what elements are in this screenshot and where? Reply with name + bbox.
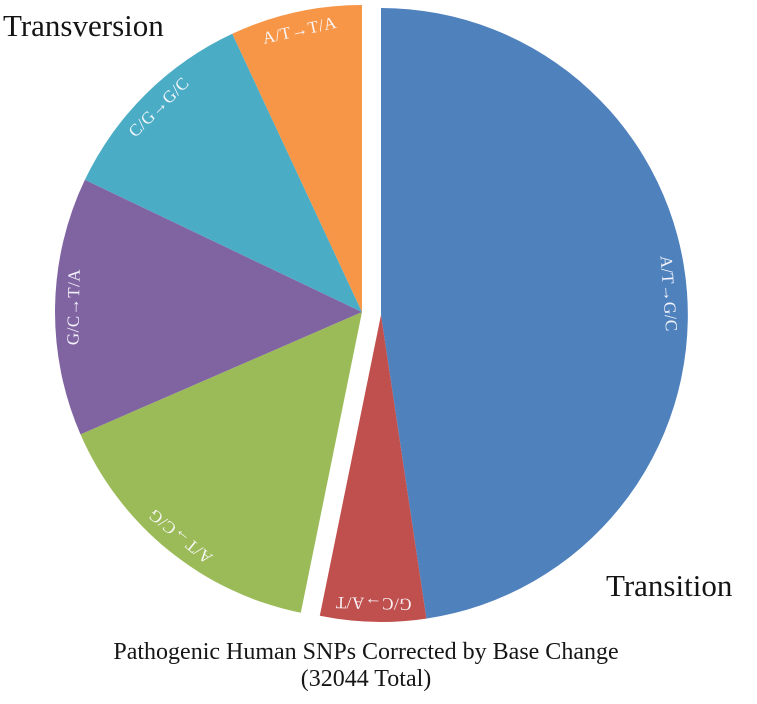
pie-slice-at-gc <box>381 8 688 619</box>
pie-slice-label-gc-at: G/C→A/T <box>335 593 412 614</box>
pie-slice-at-cg <box>80 312 362 613</box>
pie-slice-at-ta <box>232 5 362 312</box>
chart-title: Pathogenic Human SNPs Corrected by Base … <box>113 639 619 665</box>
pie-slice-gc-ta <box>55 179 362 435</box>
chart-subtitle: (32044 Total) <box>300 666 432 692</box>
pie-slice-label-gc-ta: G/C→T/A <box>63 269 83 346</box>
pie-slice-cg-gc <box>84 33 363 313</box>
transversion-group-label: Transversion <box>3 8 164 43</box>
pie-slice-gc-at <box>319 315 427 622</box>
transition-group-label: Transition <box>606 568 733 603</box>
chart-title-block: Pathogenic Human SNPs Corrected by Base … <box>0 638 732 693</box>
